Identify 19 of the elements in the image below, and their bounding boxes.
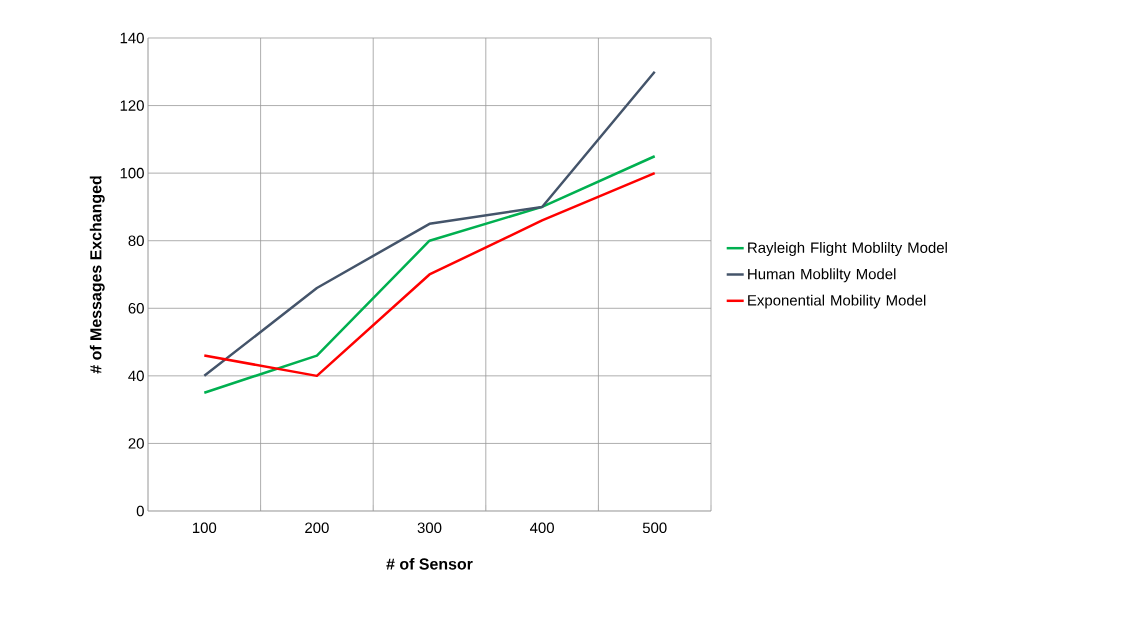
y-tick-label: 120 bbox=[120, 100, 144, 111]
x-tick-label: 200 bbox=[305, 522, 329, 534]
y-tick-label: 0 bbox=[136, 505, 144, 517]
y-tick-label: 40 bbox=[128, 370, 144, 382]
y-tick-label: 140 bbox=[120, 32, 144, 44]
y-tick-label: 20 bbox=[128, 438, 144, 449]
legend-label: Human Moblilty Model bbox=[748, 268, 896, 283]
y-tick-label: 80 bbox=[128, 235, 144, 246]
line-series bbox=[203, 70, 656, 378]
y-tick-label: 60 bbox=[128, 302, 144, 314]
x-tick-label: 100 bbox=[192, 522, 217, 534]
y-axis-title: # of Messages Exchanged bbox=[89, 176, 105, 374]
x-tick-label: 300 bbox=[417, 522, 442, 534]
legend-label: Rayleigh Flight Moblilty Model bbox=[748, 242, 947, 256]
legend-label: Exponential Mobility Model bbox=[748, 294, 926, 309]
x-axis-title: # of Sensor bbox=[386, 557, 473, 570]
x-tick-label: 400 bbox=[529, 522, 554, 534]
y-tick-label: 100 bbox=[120, 167, 144, 179]
x-tick-label: 500 bbox=[642, 522, 667, 534]
